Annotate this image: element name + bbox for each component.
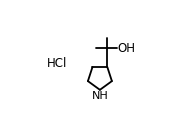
Text: NH: NH (92, 91, 108, 101)
Text: OH: OH (118, 42, 136, 55)
Text: HCl: HCl (46, 57, 67, 70)
